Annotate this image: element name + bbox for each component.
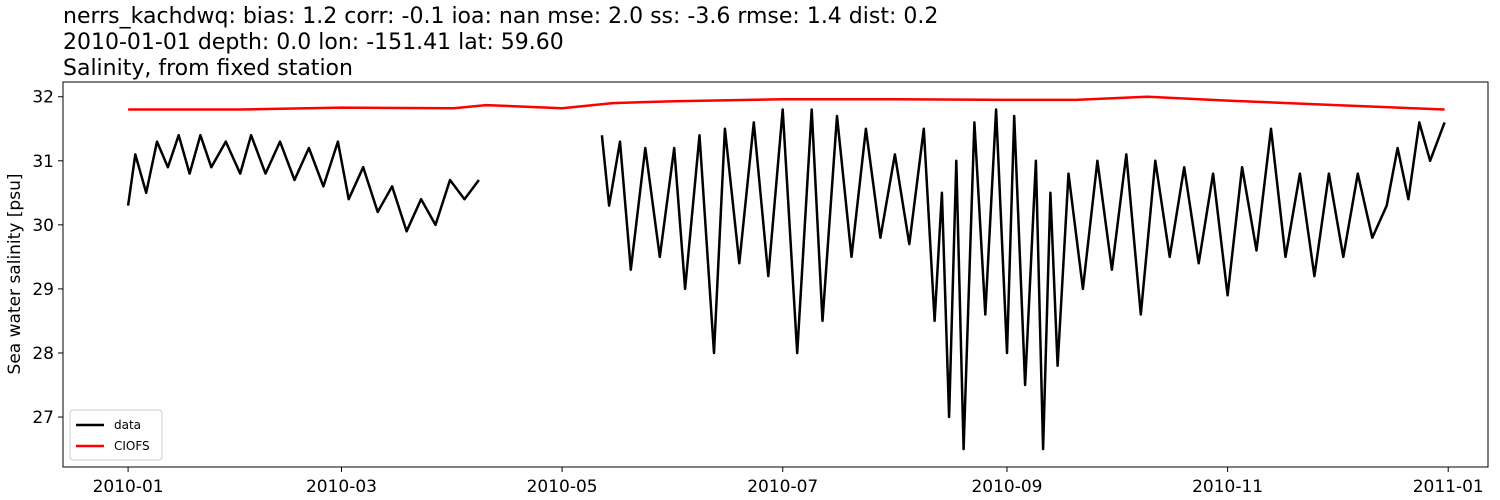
x-tick-label: 2010-09 xyxy=(971,477,1042,497)
legend-label: data xyxy=(114,418,141,432)
x-tick-label: 2010-01 xyxy=(93,477,164,497)
x-tick-label: 2010-03 xyxy=(306,477,377,497)
y-tick-label: 32 xyxy=(32,88,54,108)
chart-title: nerrs_kachdwq: bias: 1.2 corr: -0.1 ioa:… xyxy=(63,4,938,29)
x-tick-label: 2010-11 xyxy=(1192,477,1263,497)
legend-box xyxy=(69,409,163,461)
chart-subtitle: Salinity, from fixed station xyxy=(63,56,353,81)
y-tick-label: 29 xyxy=(32,280,54,300)
chart-subtitle: 2010-01-01 depth: 0.0 lon: -151.41 lat: … xyxy=(63,30,564,55)
plot-frame xyxy=(62,81,1489,468)
y-tick-label: 28 xyxy=(32,344,54,364)
x-tick-label: 2011-01 xyxy=(1413,477,1484,497)
y-tick-label: 27 xyxy=(32,408,54,428)
y-tick-label: 30 xyxy=(32,216,54,236)
legend-label: CIOFS xyxy=(114,439,150,453)
y-tick-label: 31 xyxy=(32,152,54,172)
data-line xyxy=(126,108,1446,451)
data-line xyxy=(128,95,1445,111)
x-tick-label: 2010-05 xyxy=(527,477,598,497)
x-tick-label: 2010-07 xyxy=(747,477,818,497)
y-axis-label: Sea water salinity [psu] xyxy=(5,174,25,375)
